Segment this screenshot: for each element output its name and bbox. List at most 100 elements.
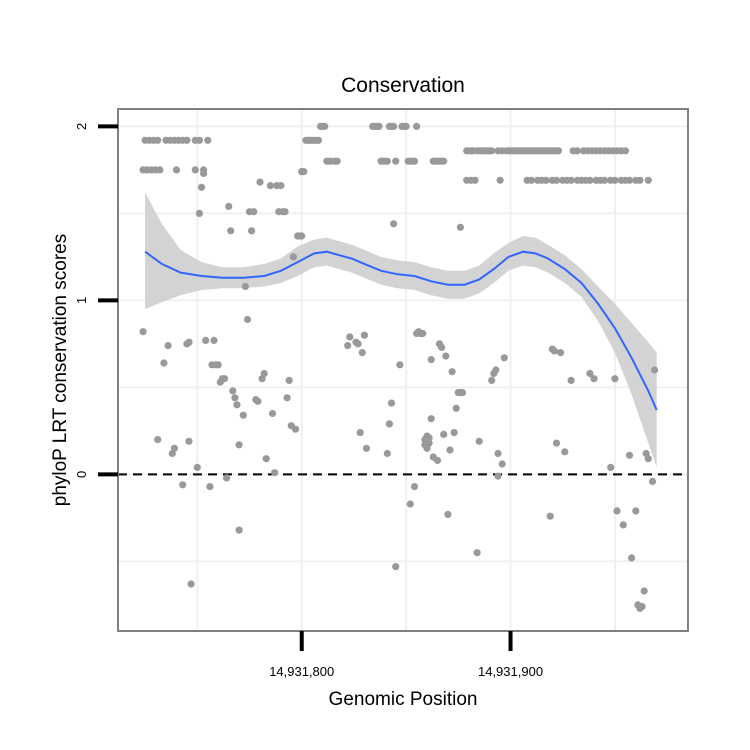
data-point xyxy=(383,157,391,165)
data-point xyxy=(256,178,264,186)
data-point xyxy=(567,176,575,184)
data-point xyxy=(195,209,203,217)
data-point xyxy=(644,176,652,184)
data-point xyxy=(628,554,636,562)
x-tick-label-1: 14,931,900 xyxy=(478,664,543,679)
data-point xyxy=(567,376,575,384)
data-point xyxy=(527,176,536,184)
data-point xyxy=(492,366,500,374)
data-point xyxy=(392,563,400,571)
data-point xyxy=(433,456,442,465)
data-point xyxy=(573,147,581,155)
data-point xyxy=(239,411,247,419)
data-point xyxy=(185,338,193,346)
data-point xyxy=(600,176,609,184)
data-point xyxy=(648,477,657,485)
data-point xyxy=(390,122,398,130)
data-point xyxy=(383,449,391,458)
data-point xyxy=(586,369,594,378)
data-point xyxy=(438,343,446,351)
data-point xyxy=(452,404,460,412)
data-point xyxy=(314,136,322,144)
data-point xyxy=(494,449,502,458)
data-point xyxy=(193,463,201,471)
data-point xyxy=(500,354,508,362)
data-point xyxy=(285,376,293,384)
data-point xyxy=(444,510,452,518)
data-point xyxy=(235,526,243,534)
chart-title: Conservation xyxy=(341,74,465,97)
data-point xyxy=(427,356,435,364)
data-point xyxy=(289,253,297,261)
data-point xyxy=(291,425,300,433)
data-point xyxy=(195,136,203,144)
data-point xyxy=(419,329,427,338)
panel-border xyxy=(117,108,689,632)
data-point xyxy=(390,220,398,228)
data-point xyxy=(183,136,191,144)
data-point xyxy=(471,176,479,184)
data-point xyxy=(204,136,212,144)
data-point xyxy=(552,176,561,184)
data-point xyxy=(387,399,396,407)
data-point xyxy=(385,420,393,428)
data-point xyxy=(410,483,419,491)
data-point xyxy=(619,521,627,529)
data-point xyxy=(346,333,354,341)
data-point xyxy=(448,368,456,376)
data-point xyxy=(156,166,164,174)
x-tick-label-0: 14,931,800 xyxy=(269,664,334,679)
data-point xyxy=(283,394,291,402)
data-point xyxy=(248,227,256,235)
data-point xyxy=(243,315,252,324)
data-point xyxy=(427,415,435,423)
data-point xyxy=(375,122,383,130)
data-point xyxy=(202,336,210,344)
data-point xyxy=(191,166,199,174)
data-point xyxy=(475,437,483,445)
data-point xyxy=(488,147,496,155)
data-point xyxy=(225,202,233,210)
data-point xyxy=(266,182,274,190)
data-point xyxy=(223,474,231,482)
data-point xyxy=(206,483,214,491)
data-point xyxy=(550,347,559,355)
data-point xyxy=(185,437,193,445)
data-point xyxy=(440,430,448,438)
data-point xyxy=(546,512,554,520)
data-point xyxy=(611,176,619,184)
data-point xyxy=(360,331,368,339)
data-point xyxy=(154,436,162,444)
data-point xyxy=(410,157,419,165)
data-point xyxy=(229,387,237,395)
data-point xyxy=(640,587,648,595)
data-point xyxy=(446,446,454,454)
data-point xyxy=(458,389,467,397)
data-point xyxy=(197,183,206,191)
data-point xyxy=(586,176,594,184)
data-point xyxy=(644,455,652,463)
data-point xyxy=(250,208,258,216)
data-point xyxy=(235,441,243,449)
data-point xyxy=(154,136,162,144)
panel-background xyxy=(118,109,688,631)
data-point xyxy=(210,336,218,344)
y-axis-label: phyloP LRT conservation scores xyxy=(50,234,71,507)
y-tick-label-2: 2 xyxy=(74,123,89,130)
data-point xyxy=(456,223,464,231)
data-point xyxy=(139,328,147,336)
x-axis-label: Genomic Position xyxy=(329,689,478,710)
data-point xyxy=(321,122,329,130)
confidence-band xyxy=(145,192,657,468)
data-point xyxy=(473,549,481,557)
data-point xyxy=(450,429,458,437)
smooth-trend-line xyxy=(144,250,658,411)
data-point xyxy=(281,208,289,216)
data-point xyxy=(241,282,249,291)
y-tick-label-0: 0 xyxy=(74,471,89,478)
y-tick-label-1: 1 xyxy=(74,297,89,304)
data-point xyxy=(170,444,178,452)
data-point xyxy=(425,434,433,442)
data-point xyxy=(552,439,561,447)
